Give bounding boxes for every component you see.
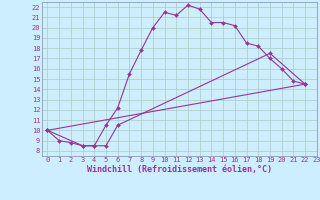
X-axis label: Windchill (Refroidissement éolien,°C): Windchill (Refroidissement éolien,°C) bbox=[87, 165, 272, 174]
